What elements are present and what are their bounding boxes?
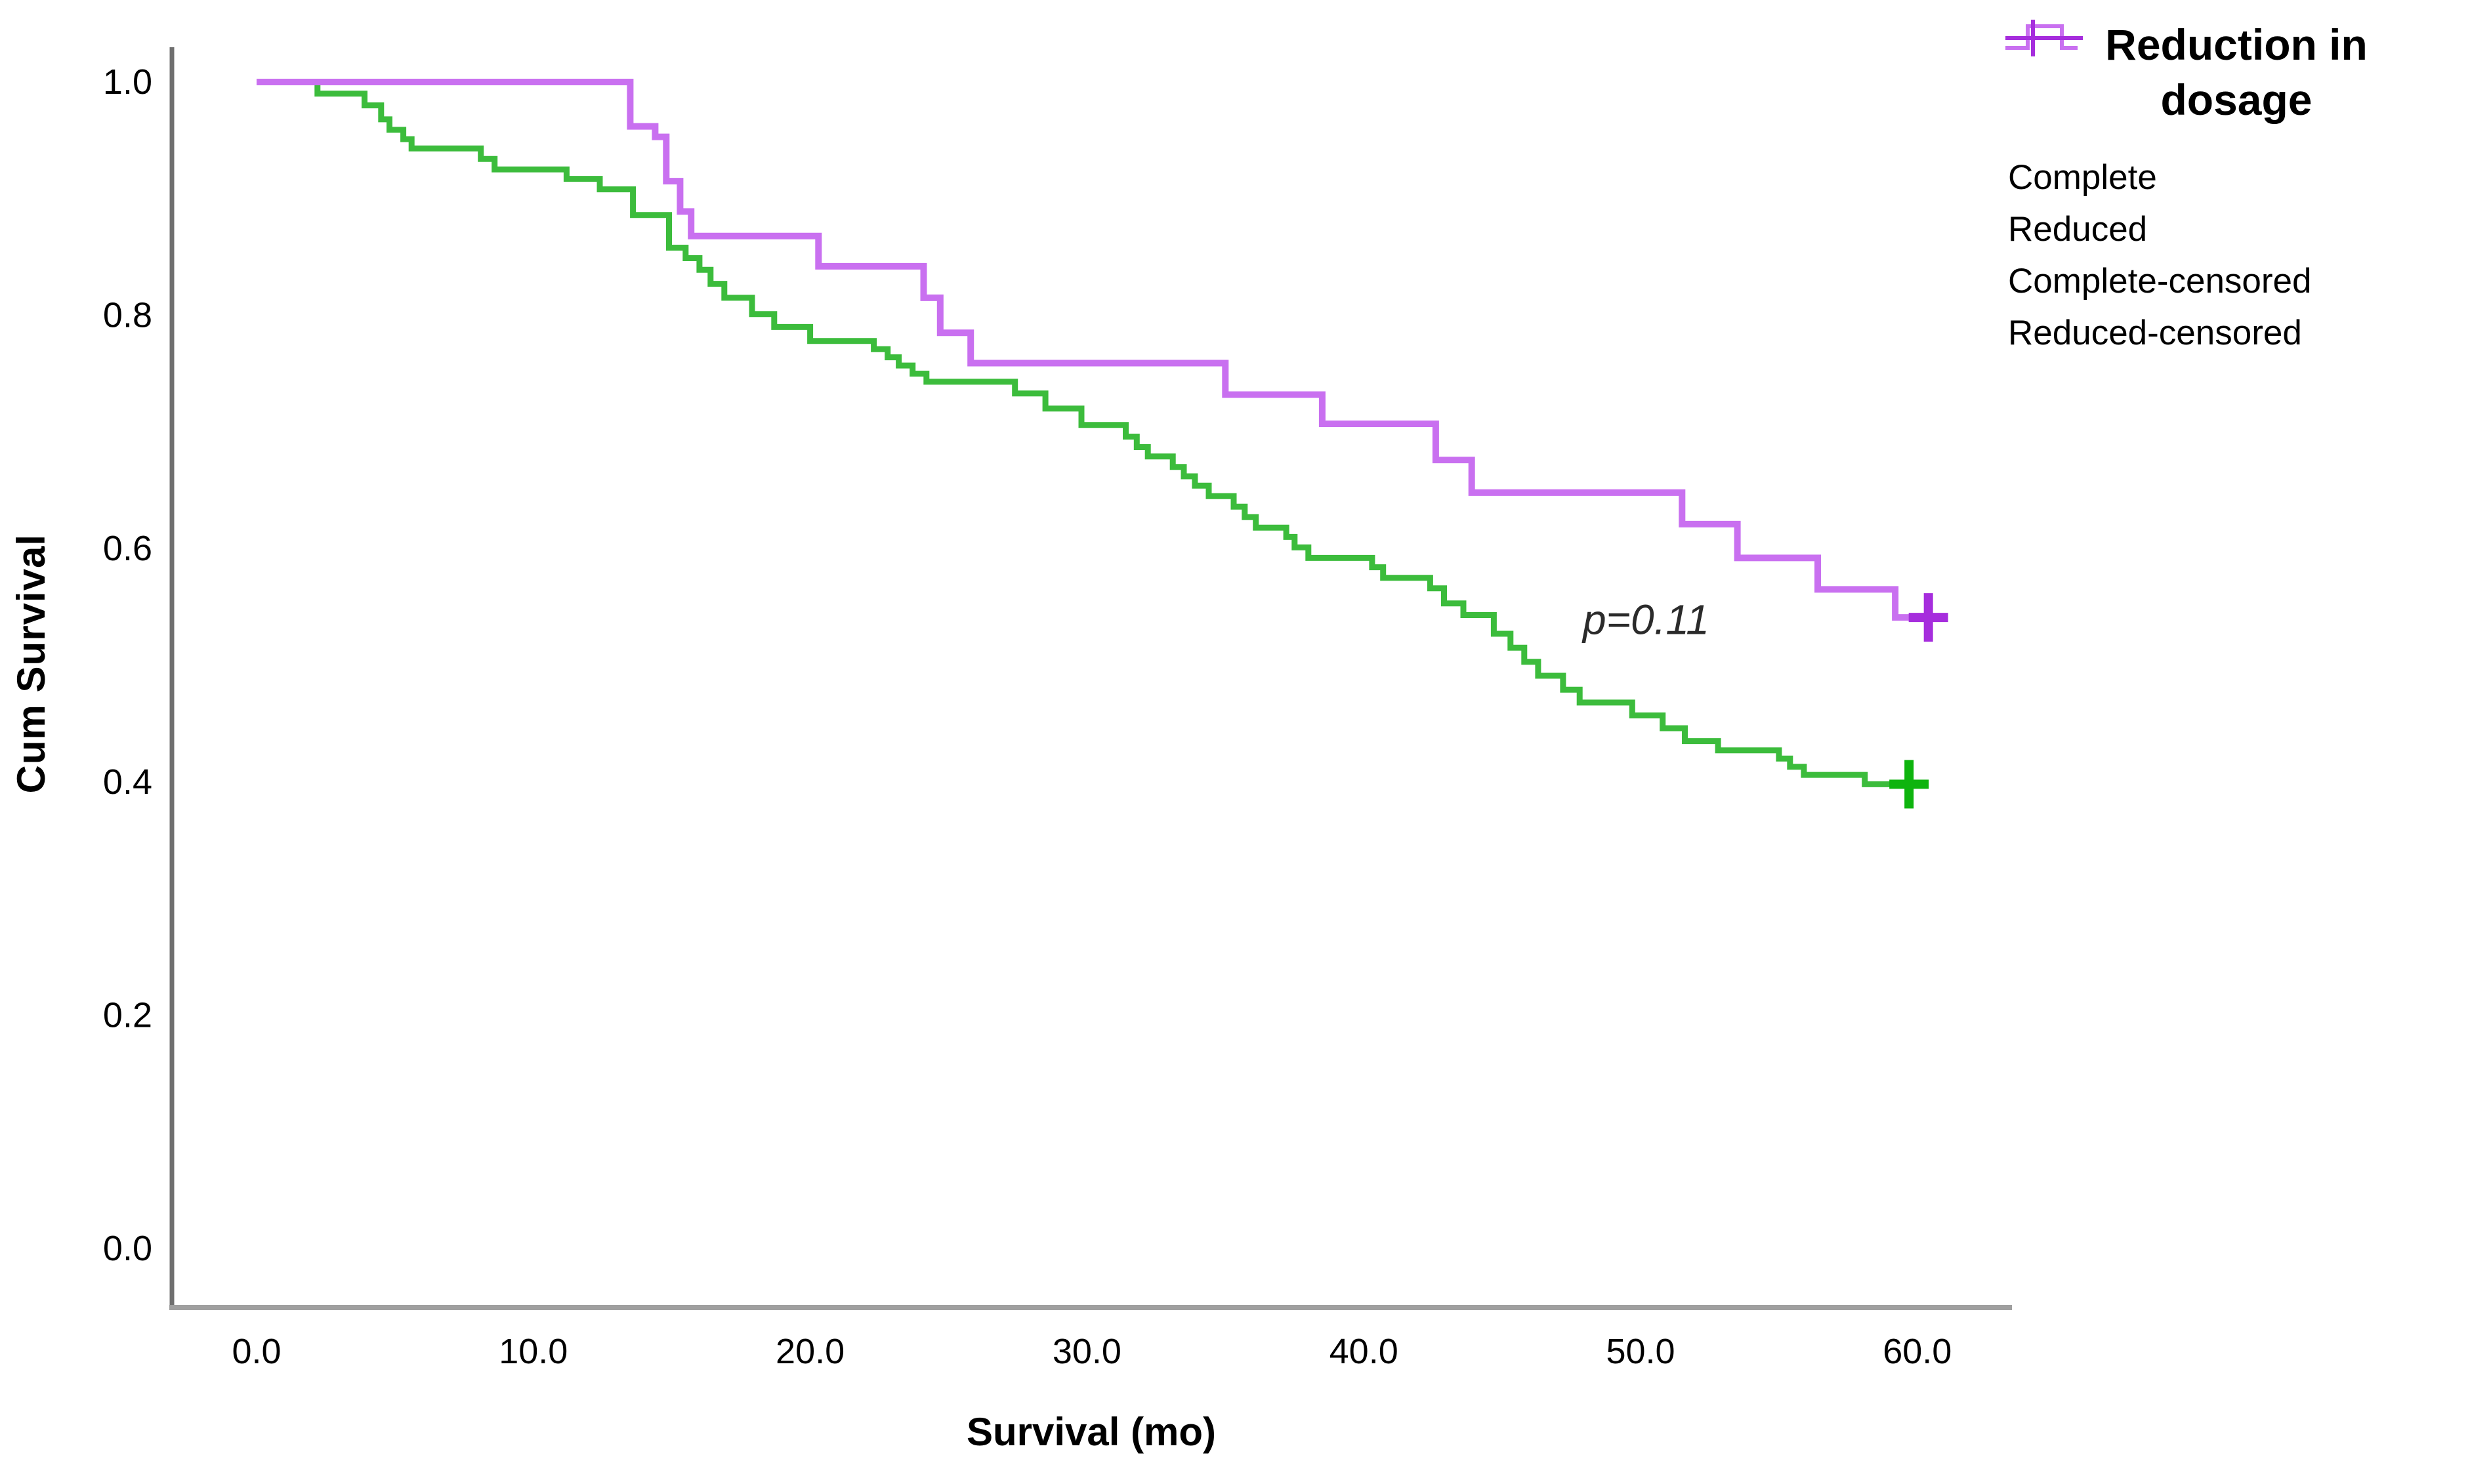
censor-mark-complete <box>1889 760 1929 809</box>
x-tick-label: 30.0 <box>1053 1332 1121 1371</box>
y-tick-label: 0.6 <box>103 529 152 568</box>
x-tick-label: 50.0 <box>1606 1332 1675 1371</box>
legend-item-label: Complete-censored <box>2008 261 2312 300</box>
x-tick-label: 10.0 <box>499 1332 568 1371</box>
y-axis-title: Cum Survival <box>5 461 56 867</box>
x-tick-label: 40.0 <box>1329 1332 1398 1371</box>
legend-rows: Complete Reduced Complete-censored Reduc… <box>2003 20 2470 359</box>
censor-mark-reduced <box>1908 593 1948 642</box>
y-tick-label: 1.0 <box>103 62 152 102</box>
survival-curve-complete <box>257 79 1926 787</box>
legend-item-complete: Complete <box>2003 24 2470 203</box>
legend-title: Reduction in dosage <box>2105 20 2368 125</box>
censor-plus-icon <box>2005 20 2083 56</box>
x-tick-label: 20.0 <box>776 1332 845 1371</box>
x-tick-label: 60.0 <box>1883 1332 1952 1371</box>
y-tick-label: 0.2 <box>103 995 152 1035</box>
legend-item-label: Reduced <box>2008 209 2148 249</box>
p-value-annotation: p=0.11 <box>1581 596 1709 644</box>
legend-item-label: Reduced-censored <box>2008 313 2302 352</box>
y-tick-label: 0.0 <box>103 1229 152 1268</box>
y-tick-label: 0.4 <box>103 762 152 802</box>
survival-curve-reduced <box>257 79 1929 621</box>
y-axis-title-text: Cum Survival <box>9 534 53 794</box>
x-tick-label: 0.0 <box>232 1332 281 1371</box>
legend-item-label: Complete <box>2008 157 2157 197</box>
step-line-icon <box>2005 24 2078 50</box>
legend: Reduction in dosage Complete Reduced Com… <box>2003 17 2470 359</box>
y-tick-label: 0.8 <box>103 296 152 335</box>
x-axis-title: Survival (mo) <box>966 1410 1217 1454</box>
legend-item-reduced-censored: Reduced-censored <box>2003 20 2470 359</box>
legend-item-reduced: Reduced <box>2003 24 2470 255</box>
legend-item-complete-censored: Complete-censored <box>2003 20 2470 307</box>
